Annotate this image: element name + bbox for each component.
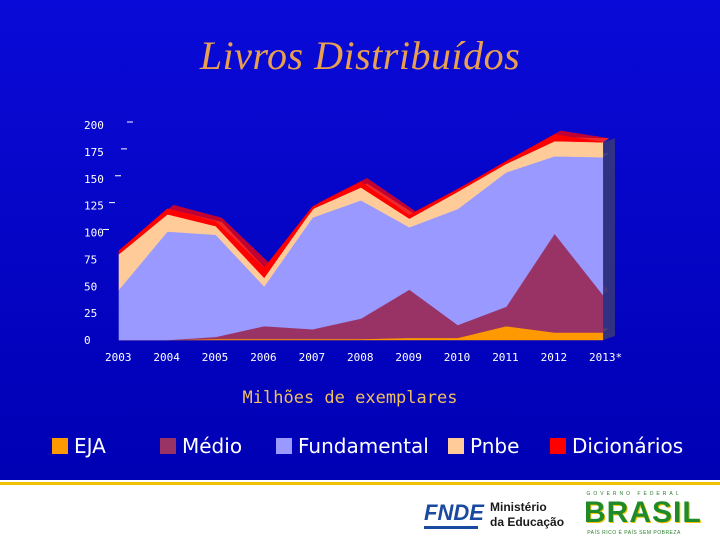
- y-tick-label: 75: [84, 253, 97, 266]
- side-eja: [603, 328, 615, 340]
- footer-bar: [0, 480, 720, 540]
- legend-label: EJA: [74, 434, 106, 458]
- chart-legend: EJA Médio Fundamental Pnbe Dicionários: [52, 432, 692, 460]
- x-tick-label: 2011: [492, 351, 519, 364]
- x-tick-label: 2010: [444, 351, 471, 364]
- ministry-line-1: Ministério: [490, 500, 547, 514]
- legend-swatch: [448, 438, 464, 454]
- x-tick-label: 2003: [105, 351, 132, 364]
- side-pnbe: [603, 138, 615, 158]
- brasil-motto: PAÍS RICO É PAÍS SEM POBREZA: [587, 530, 681, 536]
- y-tick-label: 100: [84, 227, 104, 240]
- legend-swatch: [276, 438, 292, 454]
- y-tick-label: 50: [84, 280, 97, 293]
- gov-label: GOVERNO FEDERAL: [586, 491, 682, 497]
- x-tick-label: 2012: [541, 351, 568, 364]
- unit-label: Milhões de exemplares: [242, 388, 458, 408]
- x-tick-label: 2006: [250, 351, 277, 364]
- stacked-area-chart: 0 25 50 75 100 125 150 175 200 2003 2004 2005 2006 20…: [84, 119, 622, 364]
- legend-item-eja: EJA: [52, 432, 106, 460]
- brasil-logo: BRASIL: [584, 496, 702, 529]
- x-tick-label: 2004: [153, 351, 180, 364]
- legend-swatch: [160, 438, 176, 454]
- y-tick-label: 0: [84, 334, 91, 347]
- y-tick-label: 150: [84, 173, 104, 186]
- y-tick-label: 25: [84, 307, 97, 320]
- legend-swatch: [550, 438, 566, 454]
- legend-label: Dicionários: [572, 434, 684, 458]
- footer-divider: [0, 482, 720, 485]
- fnde-logo: FNDE: [424, 500, 484, 525]
- chart-title: Livros Distribuídos: [199, 33, 521, 78]
- ministry-logo: Ministério da Educação: [490, 500, 564, 530]
- ministry-line-2: da Educação: [490, 515, 565, 529]
- legend-swatch: [52, 438, 68, 454]
- side-medio: [603, 290, 615, 333]
- legend-item-medio: Médio: [160, 432, 242, 460]
- x-tick-label: 2005: [202, 351, 229, 364]
- side-fundamental: [603, 153, 615, 295]
- legend-label: Pnbe: [470, 434, 520, 458]
- legend-item-pnbe: Pnbe: [448, 432, 519, 460]
- legend-item-fundamental: Fundamental: [276, 432, 429, 460]
- x-tick-label: 2009: [395, 351, 422, 364]
- x-tick-label: 2007: [299, 351, 326, 364]
- y-tick-label: 125: [84, 200, 104, 213]
- y-tick-label: 175: [84, 146, 104, 159]
- legend-label: Fundamental: [298, 434, 429, 458]
- fnde-logo-underline: [424, 526, 478, 529]
- x-tick-label: 2008: [347, 351, 374, 364]
- y-tick-label: 200: [84, 119, 104, 132]
- legend-item-dicionarios: Dicionários: [550, 432, 683, 460]
- legend-label: Médio: [182, 434, 243, 458]
- x-tick-label: 2013*: [589, 351, 622, 364]
